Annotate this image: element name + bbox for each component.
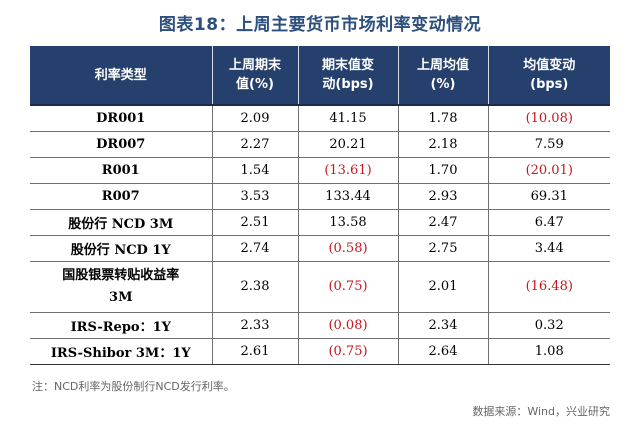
table-row: IRS-Repo：1Y 2.33 (0.08) 2.34 0.32 <box>30 312 610 339</box>
avg-change-cell: 0.32 <box>487 312 610 339</box>
end-change-cell: (0.58) <box>297 235 398 262</box>
end-change-cell: 20.21 <box>297 131 398 158</box>
avg-change-cell: (20.01) <box>487 157 610 184</box>
rate-table: 利率类型 上周期末 值(%) 期末值变 动(bps) 上周均值 (%) 均值变动 (bp… <box>30 46 610 365</box>
data-source: 数据来源：Wind，兴业研究 <box>472 405 610 418</box>
header-end-value: 上周期末 值(%) <box>211 46 298 106</box>
header-avg-value: 上周均值 (%) <box>397 46 488 106</box>
end-value-cell: 2.51 <box>211 209 298 236</box>
avg-change-cell: 69.31 <box>487 183 610 210</box>
header-end-change: 期末值变 动(bps) <box>297 46 398 106</box>
end-change-cell: 13.58 <box>297 209 398 236</box>
end-change-cell: (0.75) <box>297 261 398 313</box>
avg-value-cell: 2.64 <box>397 338 488 365</box>
end-value-cell: 3.53 <box>211 183 298 210</box>
end-value-cell: 2.61 <box>211 338 298 365</box>
avg-change-cell: (10.08) <box>487 105 610 132</box>
rate-name-cell: 股份行 NCD 3M <box>30 209 212 236</box>
rate-name-cell: 股份行 NCD 1Y <box>30 235 212 262</box>
avg-change-cell: (16.48) <box>487 261 610 313</box>
table-row: IRS-Shibor 3M：1Y 2.61 (0.75) 2.64 1.08 <box>30 338 610 365</box>
footnote: 注：NCD利率为股份制行NCD发行利率。 <box>32 380 235 393</box>
table-row: R007 3.53 133.44 2.93 69.31 <box>30 183 610 210</box>
end-change-cell: 133.44 <box>297 183 398 210</box>
rate-name-cell: R001 <box>30 157 212 184</box>
end-change-cell: 41.15 <box>297 105 398 132</box>
table-row: DR007 2.27 20.21 2.18 7.59 <box>30 131 610 158</box>
header-avg-change: 均值变动 (bps) <box>487 46 610 106</box>
end-change-cell: (0.75) <box>297 338 398 365</box>
end-value-cell: 2.38 <box>211 261 298 313</box>
end-change-cell: (13.61) <box>297 157 398 184</box>
rate-name-cell: IRS-Shibor 3M：1Y <box>30 338 212 365</box>
header-rate-type: 利率类型 <box>30 46 212 106</box>
rate-name-cell: DR007 <box>30 131 212 158</box>
table-row: R001 1.54 (13.61) 1.70 (20.01) <box>30 157 610 184</box>
table-header-row: 利率类型 上周期末 值(%) 期末值变 动(bps) 上周均值 (%) 均值变动 (bp… <box>30 46 610 106</box>
avg-value-cell: 1.78 <box>397 105 488 132</box>
avg-change-cell: 6.47 <box>487 209 610 236</box>
rate-name-cell: IRS-Repo：1Y <box>30 312 212 339</box>
table-row: 国股银票转贴收益率 3M 2.38 (0.75) 2.01 (16.48) <box>30 261 610 313</box>
avg-change-cell: 1.08 <box>487 338 610 365</box>
avg-value-cell: 2.47 <box>397 209 488 236</box>
avg-change-cell: 7.59 <box>487 131 610 158</box>
end-value-cell: 2.33 <box>211 312 298 339</box>
avg-value-cell: 2.93 <box>397 183 488 210</box>
avg-value-cell: 2.18 <box>397 131 488 158</box>
end-value-cell: 1.54 <box>211 157 298 184</box>
table-row: DR001 2.09 41.15 1.78 (10.08) <box>30 105 610 132</box>
end-value-cell: 2.27 <box>211 131 298 158</box>
table-body: DR001 2.09 41.15 1.78 (10.08) DR007 2.27 20.21 2… <box>30 105 610 365</box>
table-row: 股份行 NCD 1Y 2.74 (0.58) 2.75 3.44 <box>30 235 610 262</box>
end-value-cell: 2.09 <box>211 105 298 132</box>
table-row: 股份行 NCD 3M 2.51 13.58 2.47 6.47 <box>30 209 610 236</box>
avg-value-cell: 2.75 <box>397 235 488 262</box>
rate-name-cell: R007 <box>30 183 212 210</box>
avg-value-cell: 1.70 <box>397 157 488 184</box>
rate-name-cell: 国股银票转贴收益率 3M <box>30 261 212 313</box>
avg-change-cell: 3.44 <box>487 235 610 262</box>
avg-value-cell: 2.34 <box>397 312 488 339</box>
rate-name-cell: DR001 <box>30 105 212 132</box>
avg-value-cell: 2.01 <box>397 261 488 313</box>
end-value-cell: 2.74 <box>211 235 298 262</box>
end-change-cell: (0.08) <box>297 312 398 339</box>
figure-title: 图表18：上周主要货币市场利率变动情况 <box>158 15 482 35</box>
